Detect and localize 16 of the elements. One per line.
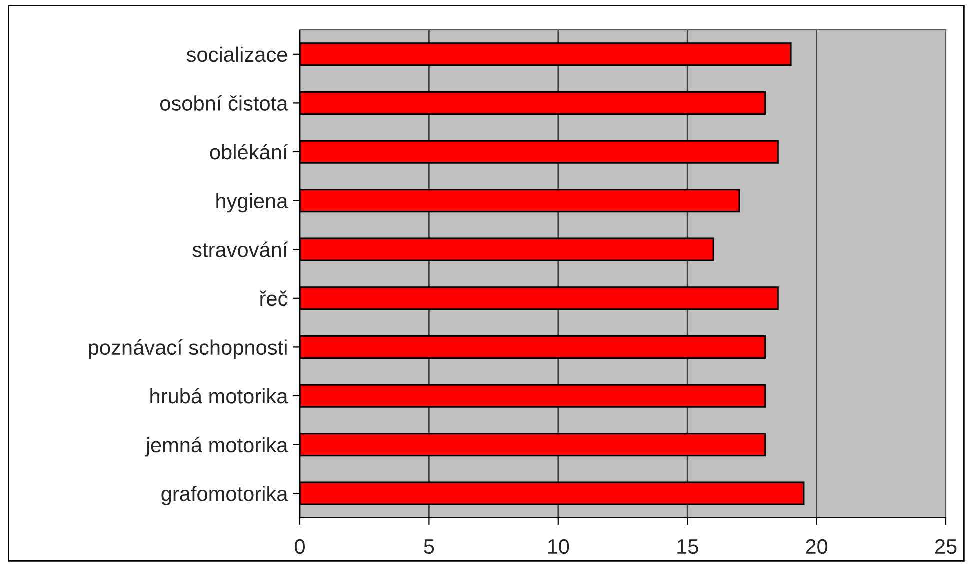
x-tick-label: 5 xyxy=(424,540,434,554)
y-tick-label: řeč xyxy=(260,290,288,306)
y-tick-label: socializace xyxy=(186,46,288,62)
x-tick-label: 20 xyxy=(806,539,828,554)
y-tick-label: hygiena xyxy=(216,193,288,213)
x-tick-label: 0 xyxy=(295,539,305,554)
y-tick-label: oblékání xyxy=(210,144,288,160)
y-tick-label: stravování xyxy=(192,242,288,258)
x-tick-label: 25 xyxy=(935,539,957,554)
x-tick-label: 15 xyxy=(678,540,698,554)
y-tick-label: grafomotorika xyxy=(162,486,288,506)
y-tick-label: poznávací schopnosti xyxy=(89,340,287,360)
y-tick-label: hrubá motorika xyxy=(150,388,288,404)
y-tick-label: osobní čistota xyxy=(160,95,288,111)
x-tick-label: 10 xyxy=(548,539,570,554)
y-tick-label: jemná motorika xyxy=(145,437,288,457)
